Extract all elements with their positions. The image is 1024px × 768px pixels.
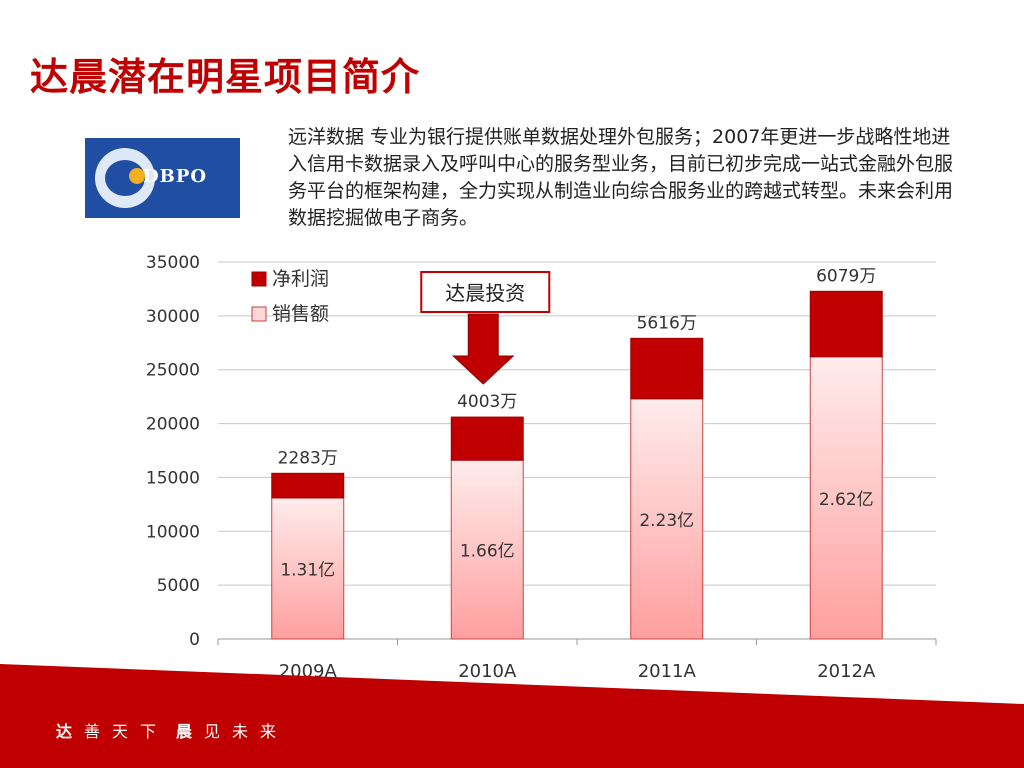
footer-slogan: 达善天下 晨见未来 xyxy=(56,718,288,742)
x-category-label: 2011A xyxy=(638,661,697,680)
sales-bar xyxy=(271,497,345,640)
profit-bar xyxy=(271,472,345,499)
sales-data-label: 2.23亿 xyxy=(639,511,694,531)
x-category-label: 2009A xyxy=(279,661,338,680)
y-tick-label: 10000 xyxy=(146,522,200,542)
company-description: 远洋数据 专业为银行提供账单数据处理外包服务；2007年更进一步战略性地进入信用… xyxy=(288,126,954,229)
x-category-label: 2010A xyxy=(458,661,517,680)
x-category-label: 2012A xyxy=(817,661,876,680)
sales-bar xyxy=(450,459,524,640)
y-tick-label: 5000 xyxy=(157,576,200,596)
company-logo: DBPO xyxy=(85,138,240,218)
y-tick-label: 25000 xyxy=(146,361,200,381)
legend-label: 净利润 xyxy=(272,268,329,290)
legend-swatch xyxy=(251,306,267,322)
legend-swatch xyxy=(251,271,267,287)
sales-data-label: 1.31亿 xyxy=(280,560,335,580)
y-tick-label: 0 xyxy=(189,630,200,650)
page-title: 达晨潜在明星项目简介 xyxy=(30,55,421,99)
profit-data-label: 4003万 xyxy=(457,392,517,412)
profit-data-label: 6079万 xyxy=(816,266,876,286)
y-tick-label: 15000 xyxy=(146,468,200,488)
y-tick-label: 35000 xyxy=(146,253,200,273)
logo-dot-icon xyxy=(129,168,145,184)
profit-data-label: 2283万 xyxy=(278,448,338,468)
sales-data-label: 1.66亿 xyxy=(460,542,515,562)
revenue-profit-chart: 0 5000 10000 15000 20000 25000 30000 35000 1.31… xyxy=(146,253,937,680)
footer-left-rest: 善天下 xyxy=(84,722,169,741)
y-tick-label: 20000 xyxy=(146,415,200,435)
logo-text: DBPO xyxy=(143,166,208,187)
down-arrow-icon xyxy=(451,313,515,385)
profit-bar xyxy=(809,290,883,358)
legend-label: 销售额 xyxy=(272,303,329,325)
annotation-label: 达晨投资 xyxy=(445,281,525,305)
y-tick-label: 30000 xyxy=(146,307,200,327)
footer-right-bold: 晨 xyxy=(176,722,205,741)
annotation-box xyxy=(420,271,551,313)
profit-bar xyxy=(630,337,704,400)
footer-left-bold: 达 xyxy=(56,722,85,741)
profit-bar xyxy=(450,416,524,461)
footer-right-rest: 见未来 xyxy=(204,722,289,741)
profit-data-label: 5616万 xyxy=(637,313,697,333)
investment-annotation: 达晨投资 xyxy=(420,271,551,385)
sales-data-label: 2.62亿 xyxy=(819,490,874,510)
